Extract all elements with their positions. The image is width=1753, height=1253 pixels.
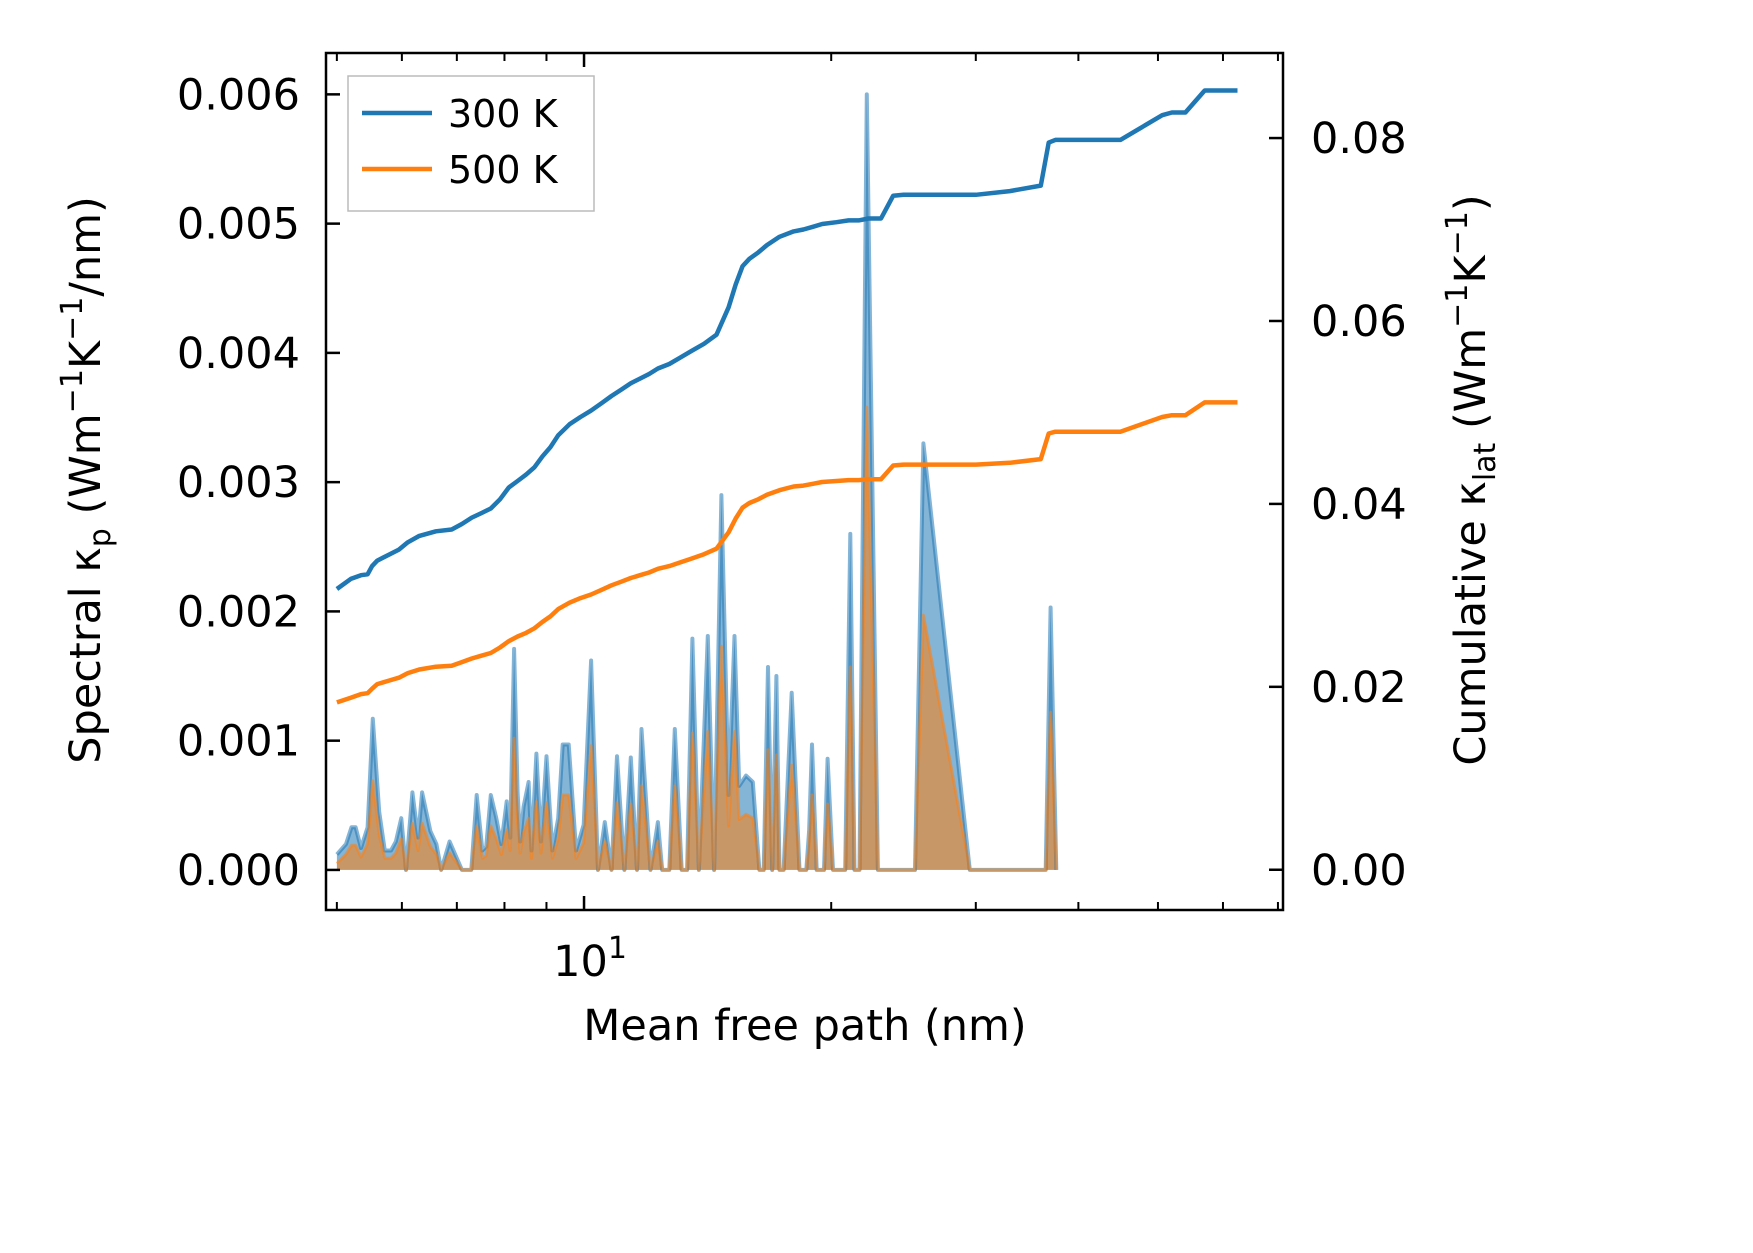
x-tick-exponent: 1	[608, 931, 627, 966]
x-axis-ticks	[335, 53, 1279, 910]
x-tick-label-10: 101	[553, 931, 627, 987]
y-left-title-units-close: /nm)	[61, 196, 111, 296]
y-left-axis-title: Spectral κp (Wm−1K−1/nm)	[55, 196, 118, 764]
left-tick-label: 0.002	[177, 587, 300, 637]
y-left-title-exp2: −1	[55, 297, 90, 341]
legend-label-500k: 500 K	[448, 148, 559, 192]
left-tick-label: 0.000	[177, 846, 300, 896]
legend-label-300k: 300 K	[448, 92, 559, 136]
legend-box	[347, 75, 595, 212]
y-right-title-k: K	[1446, 254, 1496, 284]
y-right-title-sub: lat	[1468, 442, 1503, 481]
spectral-lines	[335, 92, 1059, 872]
cumulative-500k-line	[336, 400, 1238, 705]
x-tick-base: 10	[553, 937, 608, 987]
right-tick-label: 0.06	[1311, 297, 1407, 347]
left-axis-ticks: 0.000 0.001 0.002 0.003 0.004 0.005 0.006	[177, 70, 340, 896]
x-axis-title: Mean free path (nm)	[583, 1001, 1026, 1051]
left-tick-label: 0.005	[177, 200, 300, 250]
left-tick-label: 0.001	[177, 717, 300, 767]
legend: 300 K 500 K	[347, 75, 595, 212]
right-tick-label: 0.02	[1311, 663, 1407, 713]
left-tick-label: 0.006	[177, 70, 300, 120]
cumulative-lines	[335, 88, 1238, 705]
y-right-title-units-open: (Wm	[1446, 328, 1496, 443]
y-right-axis-title: Cumulative κlat (Wm−1K−1)	[1440, 194, 1503, 765]
left-tick-label: 0.003	[177, 458, 300, 508]
y-right-title-units-close: )	[1446, 194, 1496, 211]
y-right-title-exp2: −1	[1440, 211, 1475, 255]
spectral-500k-line	[335, 405, 1058, 872]
y-left-title-main: Spectral κ	[61, 547, 111, 764]
y-left-title-sub: p	[83, 528, 118, 547]
y-right-title-exp1: −1	[1440, 284, 1475, 328]
y-left-title-units-open: (Wm	[61, 413, 111, 528]
y-right-title-main: Cumulative κ	[1446, 481, 1496, 765]
cumulative-300k-line	[335, 88, 1238, 591]
y-left-title-exp1: −1	[55, 369, 90, 413]
right-tick-label: 0.00	[1311, 846, 1407, 896]
right-axis-ticks: 0.00 0.02 0.04 0.06 0.08	[1269, 114, 1407, 896]
left-tick-label: 0.004	[177, 329, 300, 379]
right-tick-label: 0.08	[1311, 114, 1407, 164]
y-left-title-k: K	[61, 339, 111, 369]
right-tick-label: 0.04	[1311, 480, 1407, 530]
